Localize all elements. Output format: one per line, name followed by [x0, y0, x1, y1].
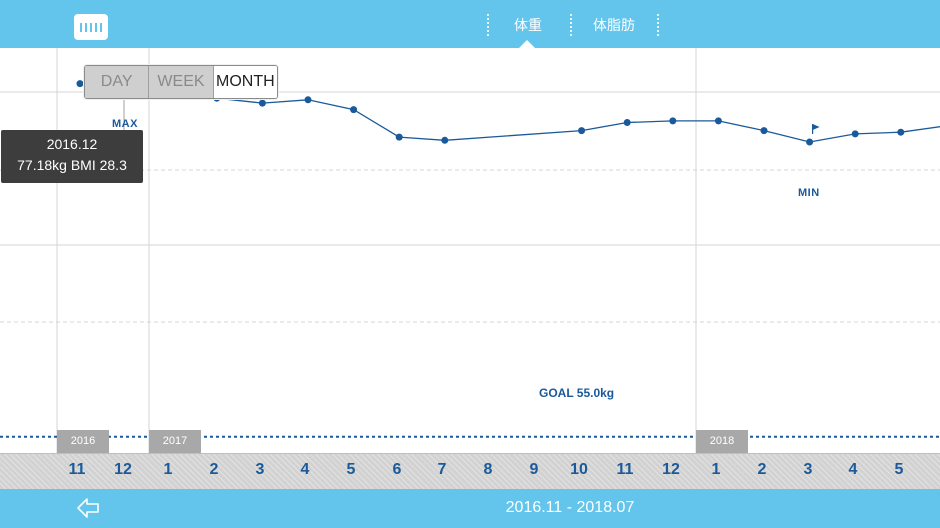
- tab-divider: [570, 14, 572, 36]
- data-point[interactable]: [76, 80, 84, 88]
- month-label: 4: [848, 461, 858, 478]
- data-point[interactable]: [714, 117, 722, 125]
- month-label: 12: [662, 461, 680, 478]
- max-label: MAX: [112, 118, 138, 130]
- month-label: 6: [392, 461, 402, 478]
- month-label: 2: [209, 461, 219, 478]
- month-label: 11: [616, 461, 634, 478]
- data-point[interactable]: [897, 128, 905, 136]
- min-label: MIN: [798, 187, 820, 199]
- period-day-button[interactable]: DAY: [85, 66, 150, 98]
- month-label: 5: [894, 461, 904, 478]
- month-label: 3: [803, 461, 813, 478]
- data-point[interactable]: [806, 138, 814, 146]
- data-point[interactable]: [851, 130, 859, 138]
- tab-divider: [657, 14, 659, 36]
- data-point[interactable]: [623, 119, 631, 126]
- data-point[interactable]: [304, 96, 312, 104]
- date-range-label: 2016.11 - 2018.07: [505, 499, 635, 516]
- data-point[interactable]: [258, 99, 266, 107]
- tab-weight[interactable]: 体重: [514, 17, 542, 33]
- active-tab-pointer: [519, 40, 535, 48]
- month-axis-strip[interactable]: [0, 453, 940, 490]
- data-point[interactable]: [395, 133, 403, 141]
- tooltip-value: 77.18kg BMI 28.3: [17, 157, 127, 173]
- data-point[interactable]: [350, 106, 358, 114]
- back-arrow-icon[interactable]: [76, 497, 100, 519]
- data-tooltip: 2016.12 77.18kg BMI 28.3: [1, 130, 143, 183]
- year-tag-2016: 2016: [57, 430, 109, 453]
- bottom-bar: [0, 489, 940, 528]
- chart-grid: [0, 48, 940, 453]
- month-label: 12: [114, 461, 132, 478]
- month-label: 4: [300, 461, 310, 478]
- month-label: 8: [483, 461, 493, 478]
- year-tag-2017: 2017: [149, 430, 201, 453]
- data-point[interactable]: [760, 127, 768, 135]
- data-point[interactable]: [578, 127, 586, 135]
- period-month-button[interactable]: MONTH: [213, 66, 277, 98]
- month-label: 9: [529, 461, 539, 478]
- tab-divider: [487, 14, 489, 36]
- period-week-button[interactable]: WEEK: [149, 66, 214, 98]
- goal-label: GOAL 55.0kg: [536, 385, 618, 401]
- data-point[interactable]: [441, 136, 449, 144]
- month-label: 7: [437, 461, 447, 478]
- tooltip-date: 2016.12: [46, 136, 98, 152]
- year-tag-2018: 2018: [696, 430, 748, 453]
- month-label: 1: [711, 461, 721, 478]
- scale-logo-icon[interactable]: [74, 14, 108, 40]
- month-label: 5: [346, 461, 356, 478]
- min-flag-icon: [811, 124, 820, 134]
- tab-body-fat[interactable]: 体脂肪: [593, 17, 635, 33]
- month-label: 1: [163, 461, 173, 478]
- month-label: 3: [255, 461, 265, 478]
- month-label: 2: [757, 461, 767, 478]
- month-label: 11: [68, 461, 86, 478]
- weight-line-chart[interactable]: [0, 48, 940, 453]
- data-point[interactable]: [669, 117, 677, 125]
- top-bar: 体重 体脂肪: [0, 0, 940, 48]
- period-selector: DAY WEEK MONTH: [84, 65, 278, 99]
- month-label: 10: [570, 461, 588, 478]
